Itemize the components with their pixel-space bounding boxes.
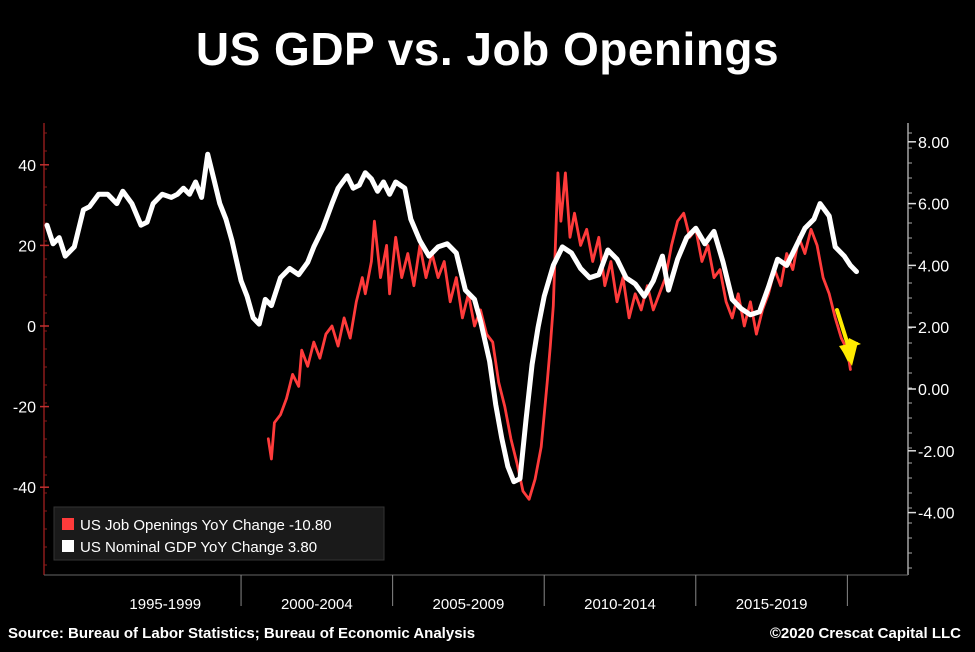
y-right-tick-label: 0.00 xyxy=(918,382,949,399)
legend-swatch xyxy=(62,518,74,530)
legend-label: US Nominal GDP YoY Change 3.80 xyxy=(80,539,317,556)
annotation xyxy=(835,308,861,366)
x-tick-label: 2015-2019 xyxy=(736,596,808,613)
legend-box xyxy=(53,506,385,561)
axes xyxy=(43,123,912,576)
source-note: Source: Bureau of Labor Statistics; Bure… xyxy=(8,625,476,642)
series-lines xyxy=(44,151,859,501)
down-arrow-head xyxy=(839,342,858,366)
legend-swatch xyxy=(62,540,74,552)
y-left-tick-label: 40 xyxy=(18,158,36,175)
x-tick-label: 2000-2004 xyxy=(281,596,353,613)
x-axis-ticks: 1995-1999 2000-2004 2005-2009 2010-2014 2015… xyxy=(129,575,848,613)
legend-label: US Job Openings YoY Change -10.80 xyxy=(80,517,332,534)
y-left-tick-label: -20 xyxy=(13,400,36,417)
legend: US Job Openings YoY Change -10.80 US Nomi… xyxy=(53,506,385,561)
job-openings-line xyxy=(266,171,852,501)
x-tick-label: 2010-2014 xyxy=(584,596,656,613)
y-right-ticks: 8.00 6.00 4.00 2.00 0.00 -2.00 -4.00 xyxy=(908,135,955,523)
y-right-tick-label: -2.00 xyxy=(918,444,955,461)
y-right-tick-label: 6.00 xyxy=(918,197,949,214)
y-left-tick-label: 20 xyxy=(18,238,36,255)
y-left-tick-label: -40 xyxy=(13,480,36,497)
y-left-tick-label: 0 xyxy=(27,319,36,336)
y-right-tick-label: 8.00 xyxy=(918,135,949,152)
x-tick-label: 1995-1999 xyxy=(129,596,201,613)
down-arrow-shaft xyxy=(835,308,850,347)
gdp-line xyxy=(44,151,859,485)
y-right-tick-label: -4.00 xyxy=(918,506,955,523)
y-right-tick-label: 4.00 xyxy=(918,258,949,275)
y-right-tick-label: 2.00 xyxy=(918,320,949,337)
x-tick-label: 2005-2009 xyxy=(433,596,505,613)
y-left-ticks: 40 20 0 -20 -40 xyxy=(13,158,49,497)
chart-title: US GDP vs. Job Openings xyxy=(195,23,780,75)
copyright-note: ©2020 Crescat Capital LLC xyxy=(769,625,961,642)
